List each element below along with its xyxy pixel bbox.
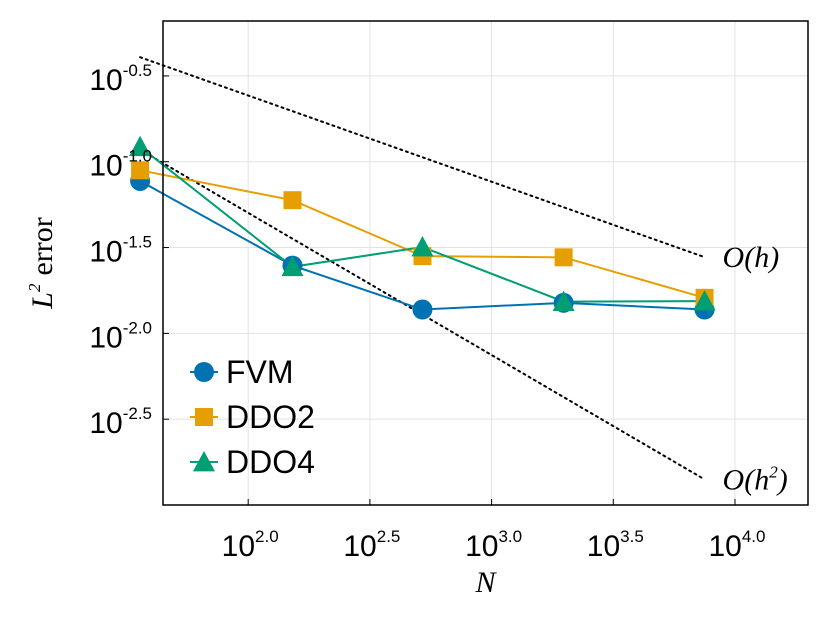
axis-labels: N L2 error: [25, 217, 497, 599]
y-tick-label-base: 10: [89, 150, 122, 183]
x-tick-label-base: 10: [708, 530, 741, 563]
y-tick-label-exp: -0.5: [123, 61, 152, 80]
legend-marker-ddo2: [195, 408, 213, 426]
annotations: O(h) O(h2): [723, 241, 788, 496]
legend: FVM DDO2 DDO4: [190, 354, 315, 480]
y-tick-label-base: 10: [89, 407, 122, 440]
y-axis-label: L2 error: [25, 217, 59, 309]
x-axis-label: N: [474, 566, 497, 599]
legend-label-ddo2: DDO2: [226, 399, 315, 435]
legend-label-fvm: FVM: [226, 354, 294, 390]
x-tick-label-exp: 2.5: [377, 527, 401, 546]
y-axis-label-text: error: [26, 217, 59, 275]
x-tick-label-base: 10: [343, 530, 376, 563]
y-axis-label-symbol: L: [26, 292, 59, 310]
ticks: 102.0 102.5 103.0 103.5 104.010-0.510-1.010-…: [89, 61, 765, 563]
reference-line-h: [139, 56, 706, 259]
y-axis-label-sup: 2: [25, 283, 44, 292]
x-tick-label-exp: 3.0: [498, 527, 522, 546]
x-tick-label: 104.0: [708, 527, 765, 563]
series: [129, 135, 716, 320]
y-tick-label: 10-2.5: [89, 404, 152, 440]
reference-label-h: O(h): [723, 241, 780, 274]
data-point-ddo4: [552, 290, 575, 311]
y-tick-label-base: 10: [89, 236, 122, 269]
data-point-fvm: [412, 299, 433, 320]
y-tick-label: 10-1.0: [89, 147, 152, 183]
x-tick-label-exp: 4.0: [742, 527, 766, 546]
x-tick-label-base: 10: [222, 530, 255, 563]
y-tick-label-exp: -1.0: [123, 147, 152, 166]
data-point-ddo2: [283, 191, 302, 210]
reference-label-h2: O(h2): [723, 462, 788, 496]
y-tick-label-exp: -2.5: [123, 404, 152, 423]
x-tick-label: 102.5: [343, 527, 400, 563]
y-tick-label-base: 10: [89, 321, 122, 354]
grid: [163, 21, 808, 505]
x-tick-label: 102.0: [222, 527, 279, 563]
legend-marker-ddo4: [193, 451, 215, 472]
x-tick-label-base: 10: [465, 530, 498, 563]
data-point-ddo2: [131, 161, 150, 180]
y-tick-label: 10-1.5: [89, 233, 152, 269]
data-point-ddo4: [411, 236, 434, 257]
data-point-ddo4: [281, 255, 304, 277]
legend-label-ddo4: DDO4: [226, 444, 315, 480]
plot-frame: [162, 20, 809, 506]
data-point-ddo4: [693, 290, 716, 311]
data-point-ddo2: [554, 248, 573, 267]
data-point-ddo4: [129, 135, 152, 157]
y-tick-label-exp: -1.5: [123, 233, 152, 252]
x-tick-label-exp: 2.0: [255, 527, 279, 546]
y-tick-label: 10-0.5: [89, 61, 152, 97]
x-tick-label: 103.5: [587, 527, 644, 563]
y-tick-label-exp: -2.0: [123, 318, 152, 337]
x-tick-label-exp: 3.5: [620, 527, 644, 546]
x-tick-label-base: 10: [587, 530, 620, 563]
legend-marker-fvm: [194, 362, 214, 382]
x-tick-label: 103.0: [465, 527, 522, 563]
y-tick-label-base: 10: [89, 64, 122, 97]
y-tick-label: 10-2.0: [89, 318, 152, 354]
